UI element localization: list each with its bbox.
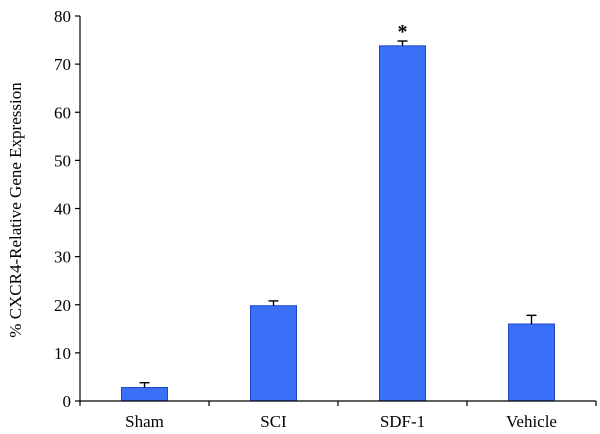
bar-sham (121, 387, 168, 402)
error-bar (526, 314, 537, 324)
significance-marker: * (398, 21, 408, 43)
y-tick-label: 50 (54, 151, 71, 170)
y-tick-label: 0 (63, 392, 72, 411)
y-tick-label: 40 (54, 200, 71, 219)
bar-vehicle (508, 323, 555, 402)
y-tick-label: 10 (54, 344, 71, 363)
bar-sci (250, 305, 297, 402)
x-category-label: SDF-1 (380, 412, 425, 431)
y-tick-label: 60 (54, 103, 71, 122)
error-bar (268, 300, 279, 306)
bar-sdf-1 (379, 45, 426, 402)
y-tick-label: 70 (54, 55, 71, 74)
x-category-label: Sham (125, 412, 164, 431)
x-category-label: Vehicle (506, 412, 557, 431)
error-bar (397, 40, 408, 46)
y-axis-title: % CXCR4-Relative Gene Expression (6, 82, 25, 338)
error-bar (139, 382, 150, 388)
y-tick-label: 30 (54, 248, 71, 267)
y-tick-label: 80 (54, 7, 71, 26)
x-category-label: SCI (260, 412, 287, 431)
y-tick-label: 20 (54, 296, 71, 315)
